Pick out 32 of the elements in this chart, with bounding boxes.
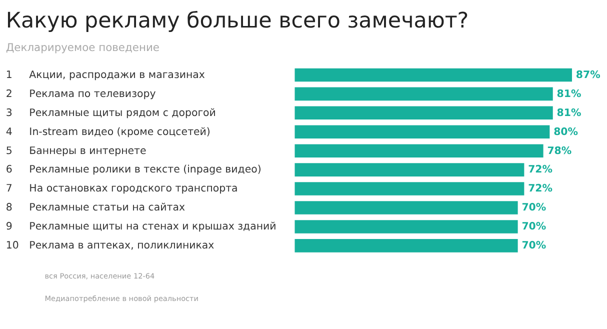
bar: [294, 201, 518, 214]
data-label: 81%: [556, 88, 582, 100]
bar: [294, 125, 550, 139]
text: Декларируемое поведение: [6, 40, 160, 54]
data-label: 72%: [528, 184, 552, 195]
bar: [294, 68, 572, 82]
category-label: 1 Акции, распродажи в магазинах: [6, 70, 205, 81]
category-label: 3 Рекламные щиты рядом с дорогой: [6, 108, 216, 119]
bar: [294, 144, 544, 158]
data-label: 81%: [556, 108, 582, 119]
data-label: 70%: [522, 222, 546, 233]
data-label: 70%: [522, 240, 546, 252]
data-label: 78%: [547, 146, 572, 157]
category-label: 9 Рекламные щиты на стенах и крышах зданий: [6, 222, 276, 233]
data-label: 87%: [576, 70, 600, 81]
category-label: 2 Реклама по телевизору: [6, 88, 156, 100]
bar: [294, 220, 518, 234]
bar: [294, 182, 524, 196]
category-label: 7 На остановках городского транспорта: [6, 184, 238, 195]
data-label: 80%: [554, 126, 578, 138]
bar: [294, 239, 518, 252]
category-label: 4 In-stream видео (кроме соцсетей): [6, 126, 210, 138]
bar: [294, 106, 553, 120]
bar: [294, 87, 553, 101]
chart-title: Какую рекламу больше всего замечают?: [6, 8, 469, 34]
data-label: 72%: [528, 164, 552, 176]
data-label: 70%: [522, 202, 546, 214]
category-label: 8 Рекламные статьи на сайтах: [6, 202, 186, 214]
category-label: 10 Реклама в аптеках, поликлиниках: [6, 240, 214, 252]
bar: [294, 163, 524, 176]
category-label: 6 Рекламные ролики в тексте (inpage видео): [6, 164, 262, 176]
category-label: 5 Баннеры в интернете: [6, 146, 146, 157]
